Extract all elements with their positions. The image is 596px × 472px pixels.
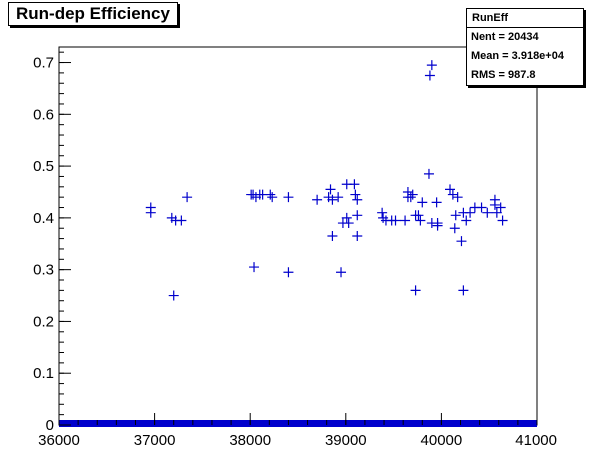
- data-point: [325, 184, 336, 195]
- data-point: [458, 285, 469, 296]
- data-point: [413, 210, 424, 221]
- data-point: [145, 207, 156, 218]
- data-point: [450, 210, 461, 221]
- x-tick-label: 40000: [421, 432, 463, 449]
- data-point: [327, 231, 338, 241]
- data-point: [432, 220, 443, 231]
- chart-title: Run-dep Efficiency: [8, 2, 178, 26]
- data-point: [405, 192, 416, 203]
- data-point: [424, 70, 435, 81]
- data-point: [182, 192, 193, 203]
- y-tick-label: 0.7: [33, 55, 54, 72]
- data-point: [407, 189, 418, 200]
- data-point: [495, 202, 506, 213]
- y-tick-label: 0.6: [33, 106, 54, 123]
- data-point: [445, 184, 456, 195]
- data-point: [400, 215, 411, 226]
- data-point: [461, 215, 472, 226]
- data-point: [350, 189, 361, 200]
- data-point: [265, 189, 276, 200]
- stats-rms: RMS = 987.8: [471, 69, 536, 81]
- y-tick-label: 0.1: [33, 365, 54, 382]
- zero-baseline-markers: [59, 420, 537, 427]
- data-point: [168, 290, 179, 301]
- data-point: [415, 215, 426, 226]
- data-point: [327, 194, 338, 205]
- data-point: [426, 60, 437, 71]
- stats-mean: Mean = 3.918e+04: [471, 50, 564, 62]
- data-point: [352, 231, 363, 241]
- y-tick-label: 0.5: [33, 158, 54, 175]
- data-point: [489, 199, 500, 210]
- data-point: [283, 192, 294, 203]
- y-axis: 0 0.1 0.2 0.3 0.4 0.5 0.6 0.7: [33, 51, 71, 434]
- data-point: [336, 267, 347, 278]
- data-point: [465, 207, 476, 218]
- data-point: [497, 215, 508, 226]
- x-tick-label: 37000: [134, 432, 176, 449]
- data-point: [349, 179, 360, 190]
- stats-title: RunEff: [467, 9, 583, 28]
- data-point: [431, 197, 442, 208]
- x-tick-label: 38000: [229, 432, 271, 449]
- x-tick-label: 36000: [38, 432, 80, 449]
- data-point: [267, 192, 278, 203]
- data-point: [343, 218, 354, 229]
- y-tick-label: 0.3: [33, 262, 54, 279]
- plot-frame: [58, 46, 538, 426]
- data-point: [283, 267, 294, 278]
- data-point: [452, 192, 463, 203]
- data-point: [417, 197, 428, 208]
- data-point: [491, 207, 502, 218]
- data-point: [176, 215, 187, 226]
- baseline-layer: [59, 420, 537, 427]
- x-tick-label: 39000: [325, 432, 367, 449]
- data-point: [249, 262, 260, 273]
- stats-box: RunEff Nent = 20434 Mean = 3.918e+04 RMS…: [466, 8, 584, 86]
- data-markers: [145, 60, 508, 301]
- data-point: [456, 236, 467, 247]
- data-point: [333, 192, 344, 203]
- data-point: [378, 212, 389, 223]
- data-point: [352, 194, 363, 205]
- y-tick-label: 0.2: [33, 313, 54, 330]
- data-point: [377, 207, 388, 218]
- y-tick-label: 0: [46, 417, 54, 434]
- y-tick-label: 0.4: [33, 210, 54, 227]
- data-point: [476, 202, 487, 213]
- data-point: [410, 285, 421, 296]
- data-point: [447, 189, 458, 200]
- data-point: [341, 212, 352, 223]
- data-point: [352, 210, 363, 221]
- data-point: [423, 168, 434, 179]
- stats-entries: Nent = 20434: [471, 31, 539, 43]
- data-point: [390, 215, 401, 226]
- data-point: [312, 194, 323, 205]
- x-axis: 36000 37000 38000 39000 40000 41000: [38, 413, 557, 449]
- data-point: [482, 207, 493, 218]
- x-tick-label: 41000: [515, 432, 557, 449]
- data-point: [449, 223, 460, 234]
